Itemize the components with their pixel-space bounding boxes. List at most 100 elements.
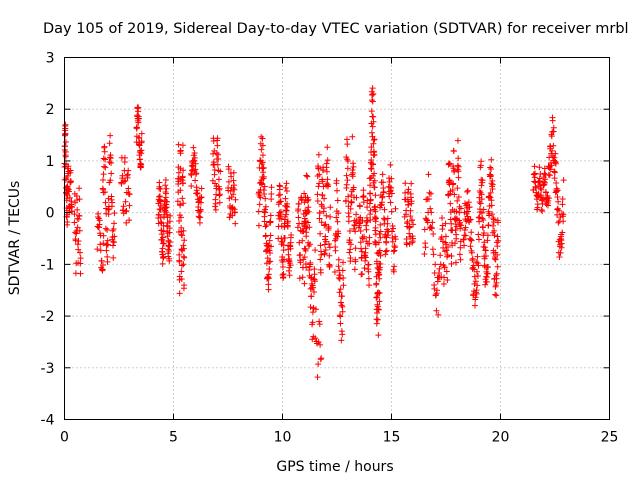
data-point bbox=[265, 286, 272, 293]
data-point bbox=[370, 140, 377, 147]
data-point bbox=[473, 290, 480, 297]
data-point bbox=[321, 241, 328, 248]
data-point bbox=[67, 178, 74, 185]
data-point bbox=[314, 173, 321, 180]
data-point bbox=[62, 121, 69, 128]
data-point bbox=[445, 244, 452, 251]
data-point bbox=[452, 259, 459, 266]
data-point bbox=[65, 163, 72, 170]
data-point bbox=[324, 144, 331, 151]
data-point bbox=[123, 207, 130, 214]
data-point bbox=[125, 167, 132, 174]
data-point bbox=[135, 104, 142, 111]
data-point bbox=[125, 185, 132, 192]
data-point bbox=[545, 197, 552, 204]
data-point bbox=[159, 260, 166, 267]
data-point bbox=[375, 306, 382, 313]
data-point bbox=[371, 136, 378, 143]
data-point bbox=[370, 136, 377, 143]
data-point bbox=[111, 233, 118, 240]
data-point bbox=[166, 257, 173, 264]
data-point bbox=[372, 208, 379, 215]
data-point bbox=[126, 191, 133, 198]
data-point bbox=[433, 287, 440, 294]
data-point bbox=[391, 263, 398, 270]
data-point bbox=[389, 238, 396, 245]
data-point bbox=[177, 147, 184, 154]
data-point bbox=[281, 235, 288, 242]
data-point bbox=[406, 241, 413, 248]
data-point bbox=[367, 217, 374, 224]
data-point bbox=[440, 281, 447, 288]
data-point bbox=[122, 198, 129, 205]
data-point bbox=[531, 171, 538, 178]
data-point bbox=[362, 257, 369, 264]
data-point bbox=[196, 219, 203, 226]
data-point bbox=[429, 219, 436, 226]
data-point bbox=[405, 186, 412, 193]
data-point bbox=[104, 258, 111, 265]
data-point bbox=[317, 242, 324, 249]
data-point bbox=[327, 213, 334, 220]
data-point bbox=[548, 162, 555, 169]
data-point bbox=[344, 177, 351, 184]
data-point bbox=[325, 223, 332, 230]
data-point bbox=[180, 227, 187, 234]
data-point bbox=[76, 185, 83, 192]
data-point bbox=[163, 198, 170, 205]
data-point bbox=[377, 234, 384, 241]
data-point bbox=[339, 267, 346, 274]
data-point bbox=[299, 237, 306, 244]
data-point bbox=[390, 225, 397, 232]
data-point bbox=[342, 197, 349, 204]
data-point bbox=[314, 197, 321, 204]
data-point bbox=[179, 232, 186, 239]
data-point bbox=[110, 254, 117, 261]
data-point bbox=[215, 176, 222, 183]
data-point bbox=[478, 182, 485, 189]
data-point bbox=[409, 235, 416, 242]
data-point bbox=[266, 258, 273, 265]
data-point bbox=[322, 246, 329, 253]
data-point bbox=[162, 205, 169, 212]
y-tick-label: 3 bbox=[46, 51, 55, 67]
data-point bbox=[472, 278, 479, 285]
data-point bbox=[227, 187, 234, 194]
data-point bbox=[543, 189, 550, 196]
data-point bbox=[159, 234, 166, 241]
data-point bbox=[268, 243, 275, 250]
data-point bbox=[321, 222, 328, 229]
data-point bbox=[283, 187, 290, 194]
data-point bbox=[494, 233, 501, 240]
data-point bbox=[432, 261, 439, 268]
data-point bbox=[436, 265, 443, 272]
data-point bbox=[457, 225, 464, 232]
data-point bbox=[68, 204, 75, 211]
data-point bbox=[297, 259, 304, 266]
data-point bbox=[389, 222, 396, 229]
data-point bbox=[367, 196, 374, 203]
data-point bbox=[382, 248, 389, 255]
data-point bbox=[457, 219, 464, 226]
data-point bbox=[390, 248, 397, 255]
data-point bbox=[110, 220, 117, 227]
data-point bbox=[102, 225, 109, 232]
data-point bbox=[493, 270, 500, 277]
data-point bbox=[266, 266, 273, 273]
data-point bbox=[531, 163, 538, 170]
data-point bbox=[475, 236, 482, 243]
data-point bbox=[407, 207, 414, 214]
data-point bbox=[294, 224, 301, 231]
data-point bbox=[460, 236, 467, 243]
data-point bbox=[557, 249, 564, 256]
data-point bbox=[356, 203, 363, 210]
data-point bbox=[103, 247, 110, 254]
data-point bbox=[554, 187, 561, 194]
data-point bbox=[454, 185, 461, 192]
data-point bbox=[108, 170, 115, 177]
data-point bbox=[175, 169, 182, 176]
x-tick-label: 10 bbox=[274, 430, 292, 446]
data-point bbox=[372, 192, 379, 199]
data-point bbox=[315, 183, 322, 190]
